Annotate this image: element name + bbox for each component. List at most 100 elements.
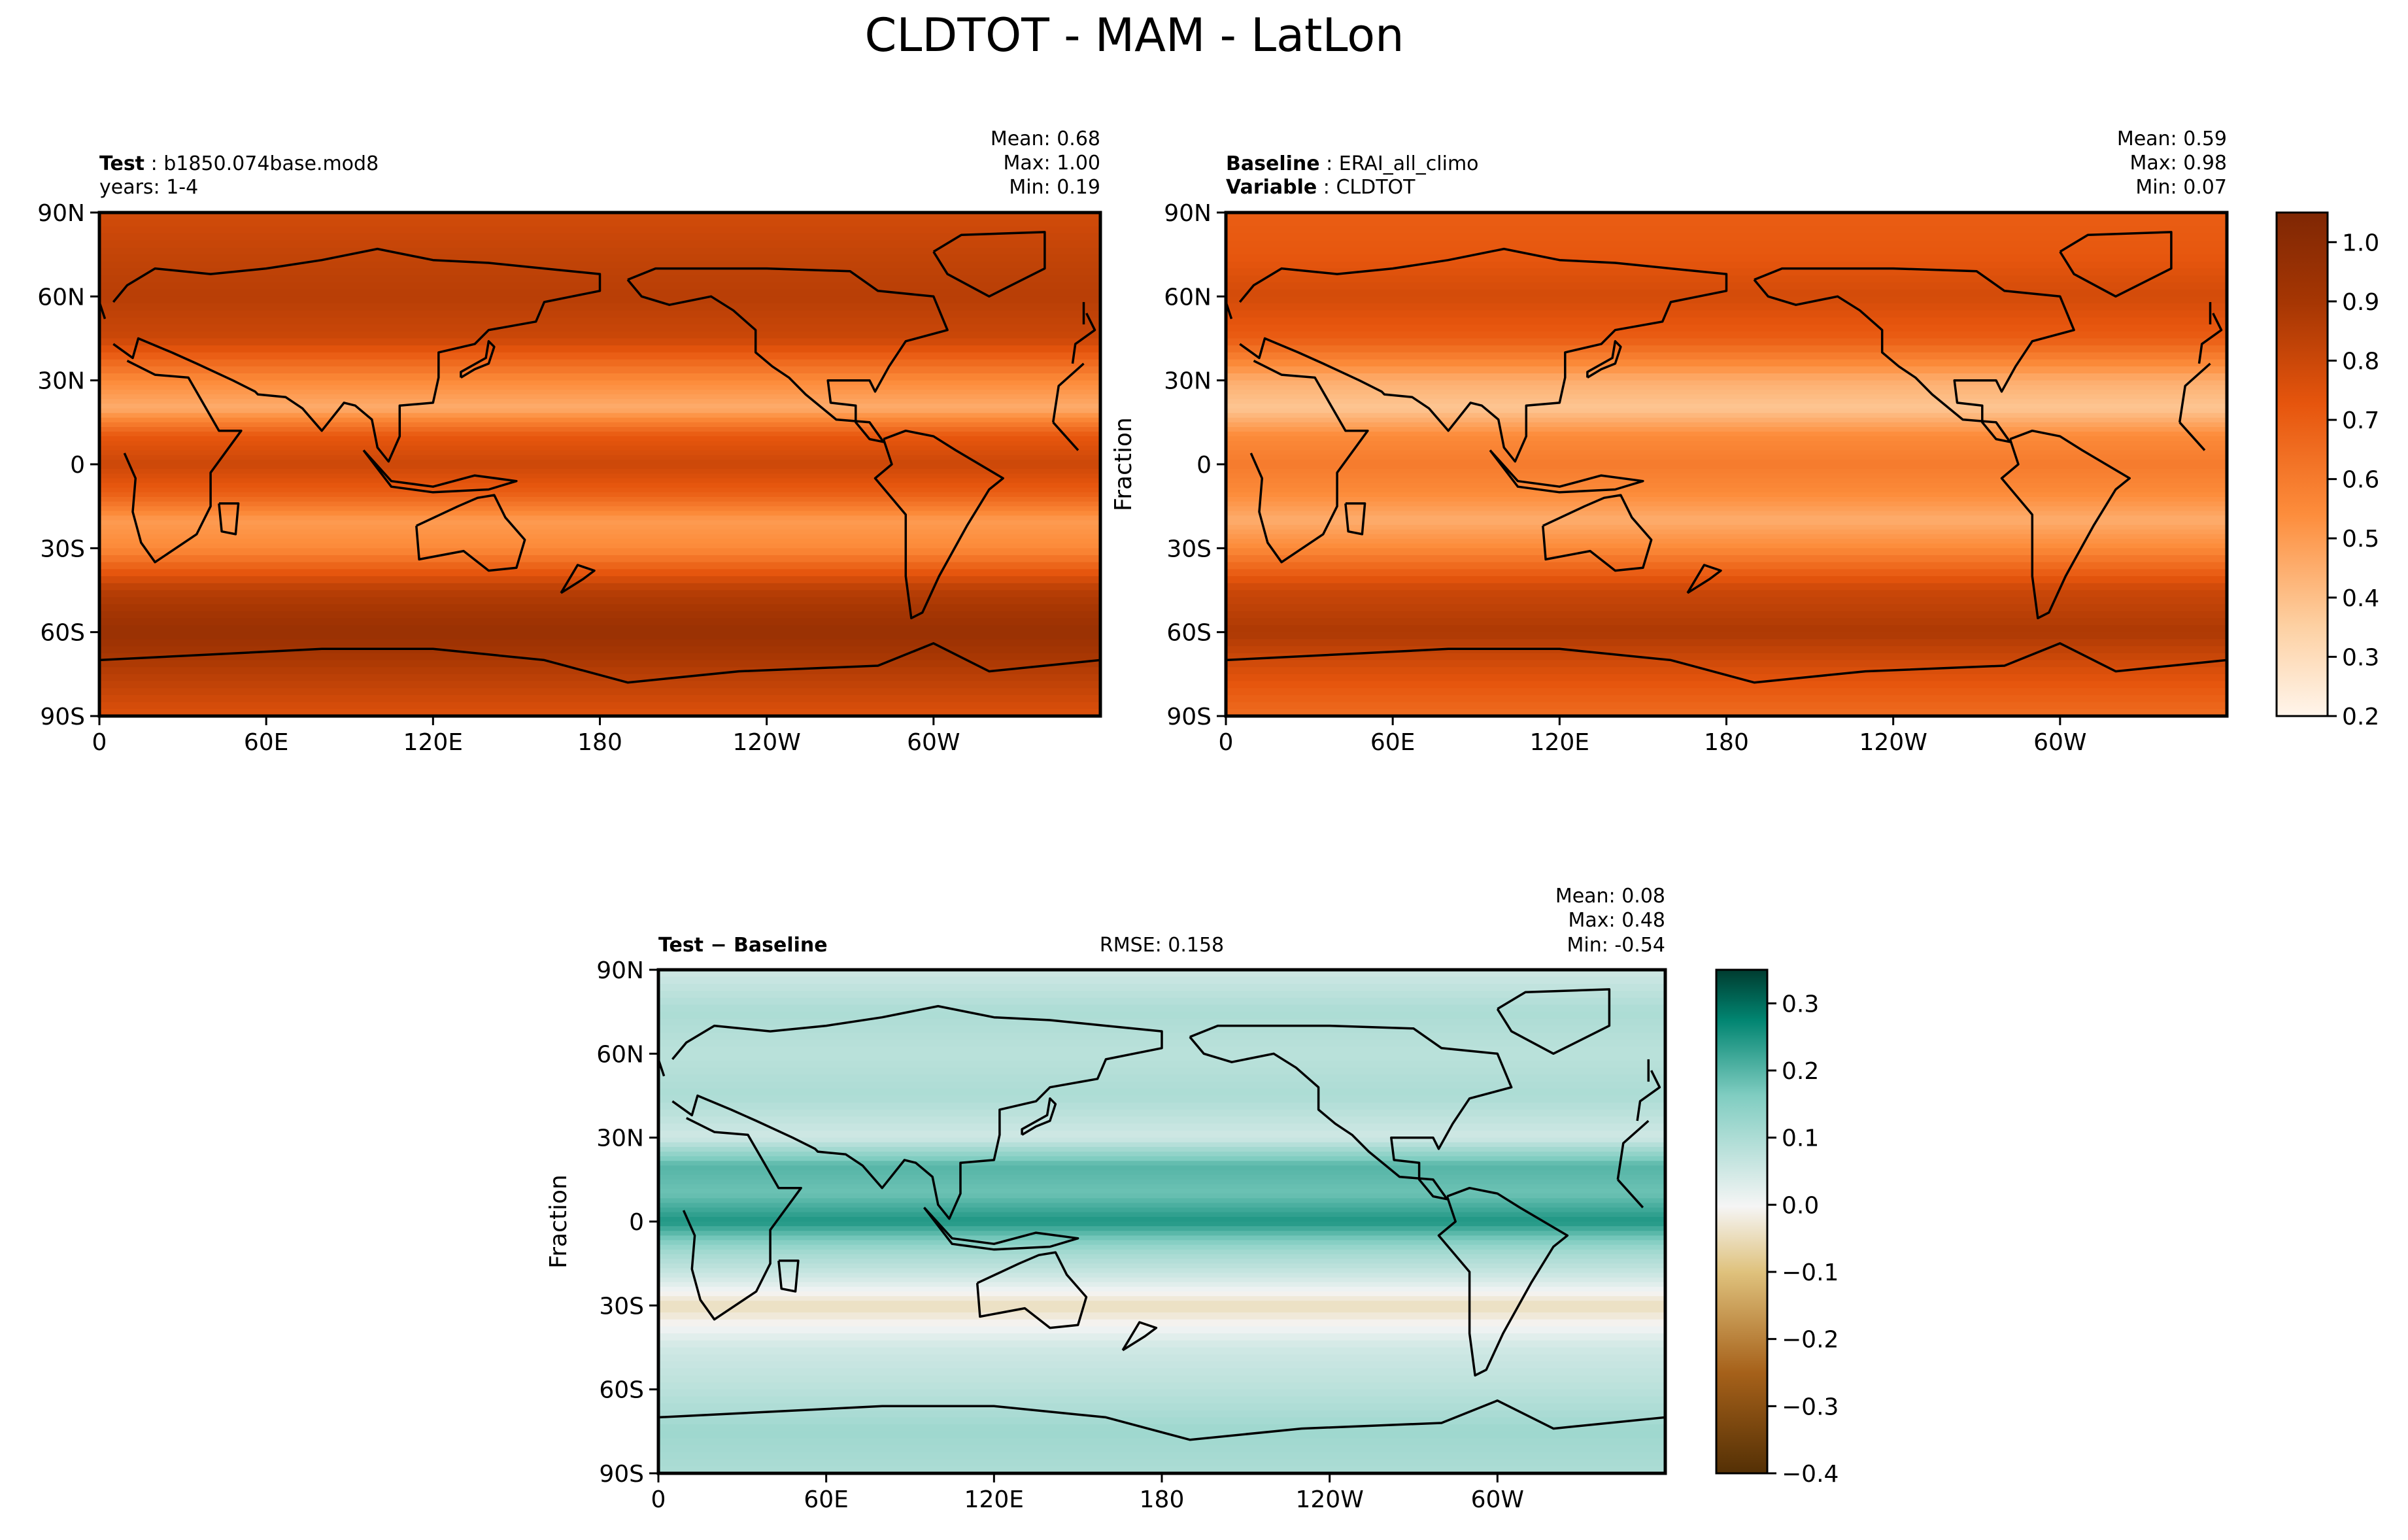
zonal-band--65 (658, 1403, 1665, 1411)
coastline-australia (975, 1251, 1088, 1329)
zonal-band--23 (1226, 529, 2227, 535)
colorbar-top: 1.0 0.9 0.8 0.7 0.6 0.5 0.4 0.3 0.2 (2275, 211, 2379, 730)
figure-title: CLDTOT - MAM - LatLon (865, 9, 1404, 62)
zonal-band-38 (99, 359, 1100, 367)
zonal-band--12 (1226, 496, 2227, 502)
x-tick-label: 180 (577, 729, 622, 756)
coastline-australia (415, 494, 526, 572)
zonal-band-60 (1226, 296, 2227, 304)
zonal-band-35 (99, 366, 1100, 374)
zonal-band-48 (658, 1088, 1665, 1097)
zonal-band--45 (658, 1347, 1665, 1355)
zonal-band-23 (99, 399, 1100, 404)
zonal-band-83 (658, 991, 1665, 999)
zonal-band--15 (99, 506, 1100, 511)
coastline-japan (460, 340, 496, 379)
coastline-north-america (1753, 267, 2075, 443)
y-tick-label: 30S (1166, 536, 1212, 562)
zonal-band--23 (658, 1286, 1665, 1292)
zonal-band-15 (1226, 422, 2227, 428)
zonal-band--13 (99, 502, 1100, 507)
zonal-band--75 (658, 1431, 1665, 1439)
zonal-band--22 (1226, 524, 2227, 530)
zonal-band-0 (99, 464, 1100, 470)
panel-test-title-sep: : (144, 152, 163, 175)
colorbar-tick-label: 0.5 (2342, 526, 2379, 553)
coastline-antarctica (99, 642, 1102, 716)
zonal-band--7 (1226, 483, 2227, 488)
panel-baseline-min: Min: 0.07 (2135, 176, 2227, 199)
zonal-band-60 (658, 1053, 1665, 1061)
coastline-new-zealand (560, 564, 596, 594)
zonal-band-13 (1226, 427, 2227, 432)
y-tick-label: 30N (596, 1125, 644, 1152)
y-tick-label: 60N (596, 1041, 644, 1068)
zonal-band-75 (658, 1012, 1665, 1019)
zonal-band--60 (99, 632, 1100, 640)
zonal-band-22 (658, 1161, 1665, 1166)
zonal-band--28 (658, 1301, 1665, 1306)
zonal-band--5 (658, 1235, 1665, 1241)
zonal-band-33 (99, 373, 1100, 381)
zonal-band--30 (658, 1305, 1665, 1313)
zonal-band-0 (1226, 464, 2227, 470)
zonal-band-75 (99, 254, 1100, 262)
colorbar-bottom: 0.3 0.2 0.1 0.0 −0.1 −0.2 −0.3 −0.4 (1715, 968, 1839, 1488)
coastline-africa-2 (1052, 421, 1079, 451)
zonal-band--32 (1226, 555, 2227, 563)
zonal-band-33 (658, 1131, 1665, 1138)
coastline-africa-2 (2179, 421, 2206, 451)
zonal-band-15 (658, 1179, 1665, 1185)
zonal-band--17 (99, 511, 1100, 516)
zonal-band-85 (658, 984, 1665, 991)
zonal-band--25 (99, 534, 1100, 539)
panel-baseline-title-sep: : (1320, 152, 1339, 175)
panel-baseline-ylabel: Fraction (1110, 417, 1137, 511)
x-tick-label: 60W (1471, 1486, 1524, 1513)
coastline-australia (1542, 494, 1653, 572)
zonal-band-88 (658, 976, 1665, 984)
zonal-band--8 (1226, 487, 2227, 493)
zonal-band-2 (99, 459, 1100, 465)
zonal-band-55 (658, 1067, 1665, 1075)
zonal-band-7 (1226, 445, 2227, 451)
zonal-band-43 (1226, 345, 2227, 353)
zonal-band--5 (99, 478, 1100, 484)
zonal-band-63 (1226, 289, 2227, 297)
panel-baseline-title-label: Baseline (1226, 152, 1320, 175)
zonal-band--32 (658, 1312, 1665, 1320)
x-tick-label: 60E (244, 729, 289, 756)
zonal-band--57 (658, 1382, 1665, 1390)
zonal-band--42 (1226, 583, 2227, 591)
panel-baseline-mean: Mean: 0.59 (2117, 128, 2227, 150)
zonal-band--15 (1226, 506, 2227, 511)
coastline-south-america (2000, 429, 2131, 620)
coastline-eurasia (1636, 1070, 1661, 1121)
zonal-band-22 (1226, 403, 2227, 409)
zonal-band--5 (1226, 478, 2227, 484)
zonal-band--55 (658, 1375, 1665, 1383)
y-tick-label: 90S (599, 1461, 644, 1488)
panel-diff-rmse: RMSE: 0.158 (1100, 934, 1224, 957)
panel-diff-title: Test − Baseline (658, 934, 828, 957)
zonal-band--80 (99, 688, 1100, 696)
panel-baseline-max: Max: 0.98 (2130, 152, 2227, 175)
colorbar-tick-label: 0.6 (2342, 467, 2379, 494)
zonal-band--52 (658, 1368, 1665, 1376)
zonal-band--47 (99, 597, 1100, 605)
zonal-band--62 (99, 639, 1100, 647)
zonal-band-17 (99, 417, 1100, 423)
zonal-band-45 (658, 1095, 1665, 1103)
y-tick-label: 0 (1196, 452, 1212, 479)
zonal-band-30 (1226, 380, 2227, 386)
colorbar-tick-label: 0.8 (2342, 348, 2379, 375)
zonal-band-45 (99, 338, 1100, 346)
panel-test-title: Test : b1850.074base.mod8 (99, 152, 379, 175)
zonal-band-63 (658, 1046, 1665, 1054)
panel-diff-max: Max: 0.48 (1569, 909, 1665, 932)
x-tick-label: 180 (1704, 729, 1749, 756)
zonal-band-10 (99, 436, 1100, 441)
zonal-band-25 (658, 1152, 1665, 1157)
coastline-madagascar (1344, 502, 1366, 536)
